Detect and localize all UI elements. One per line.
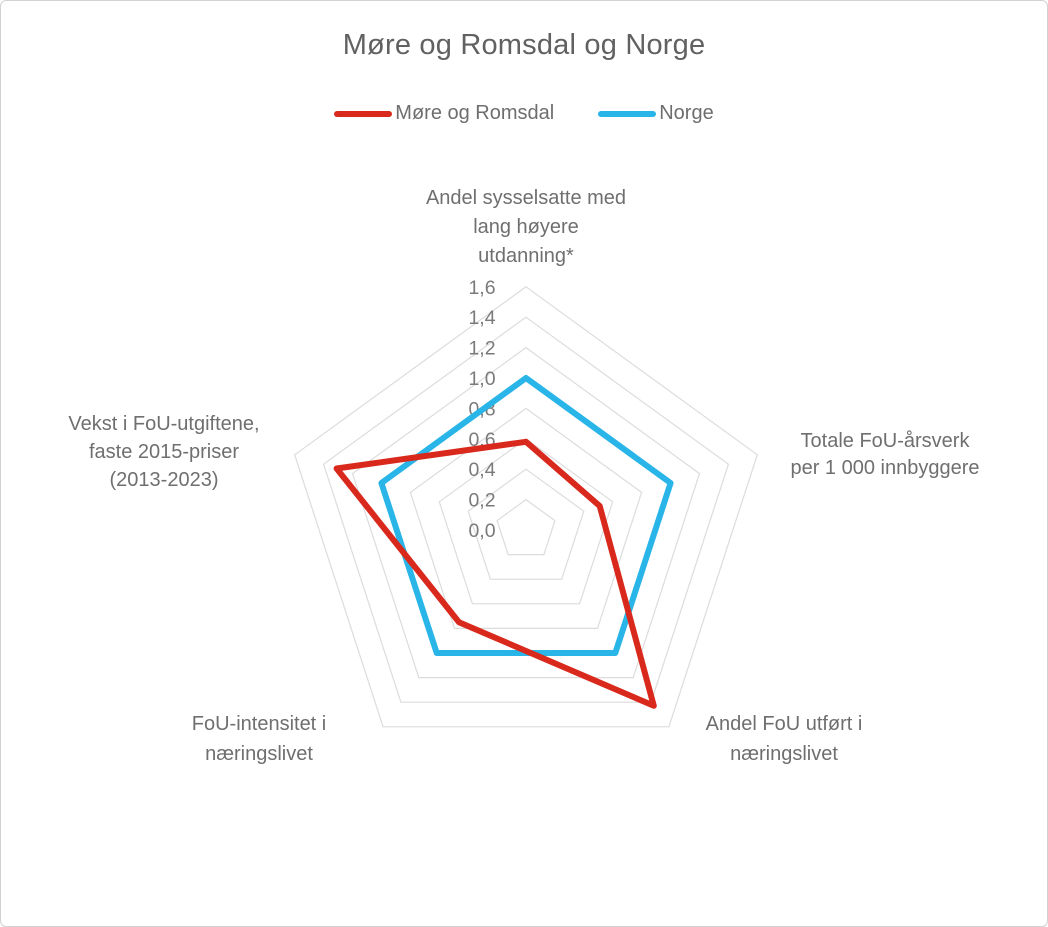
grid-ring <box>496 498 556 556</box>
legend-label-norge: Norge <box>659 102 714 124</box>
grid-ring <box>409 407 643 630</box>
legend-swatch-more-og-romsdal-icon <box>334 110 393 117</box>
legend-item-more-og-romsdal: Møre og Romsdal <box>334 102 554 125</box>
radial-tick-label: 0,0 <box>468 520 495 542</box>
legend-item-norge: Norge <box>598 102 714 125</box>
grid-ring <box>322 316 730 703</box>
legend-label-more-og-romsdal: Møre og Romsdal <box>395 102 555 124</box>
axis-label-andel-sysselsatte-lang-hoyere-utdanning: Andel sysselsatte med <box>426 187 626 209</box>
grid-ring <box>467 468 585 580</box>
grid-ring <box>438 438 614 605</box>
grid-ring <box>293 286 759 728</box>
axis-label-fou-intensitet-i-naringslivet: FoU-intensitet i <box>192 713 327 735</box>
radial-tick-label: 0,2 <box>468 490 495 512</box>
axis-label-andel-sysselsatte-lang-hoyere-utdanning: utdanning* <box>478 245 574 267</box>
chart-title: Møre og Romsdal og Norge <box>342 29 706 61</box>
legend: Møre og Romsdal Norge <box>1 102 1047 125</box>
axis-label-totale-fou-arsverk-per-1000-innbyggere: Totale FoU-årsverk <box>801 430 971 452</box>
axis-label-andel-fou-utfort-i-naringslivet: Andel FoU utført i <box>706 713 863 735</box>
radial-tick-label: 1,0 <box>468 368 495 390</box>
radial-tick-label: 0,4 <box>468 459 495 481</box>
grid-ring <box>351 346 701 679</box>
series-polygon-more-og-romsdal <box>333 438 657 709</box>
axis-label-andel-fou-utfort-i-naringslivet: næringslivet <box>730 743 838 765</box>
axis-label-vekst-i-fou-utgiftene-faste-2015-priser: Vekst i FoU-utgiftene, <box>68 413 259 435</box>
axis-label-fou-intensitet-i-naringslivet: næringslivet <box>205 743 313 765</box>
radial-tick-label: 1,6 <box>468 277 495 299</box>
axis-label-vekst-i-fou-utgiftene-faste-2015-priser: faste 2015-priser <box>89 441 239 463</box>
radial-tick-label: 1,4 <box>468 307 495 329</box>
axis-label-andel-sysselsatte-lang-hoyere-utdanning: lang høyere <box>473 216 579 238</box>
axis-label-vekst-i-fou-utgiftene-faste-2015-priser: (2013-2023) <box>110 469 219 491</box>
legend-swatch-norge-icon <box>598 110 657 117</box>
radial-tick-label: 1,2 <box>468 338 495 360</box>
axis-label-totale-fou-arsverk-per-1000-innbyggere: per 1 000 innbyggere <box>790 457 979 479</box>
